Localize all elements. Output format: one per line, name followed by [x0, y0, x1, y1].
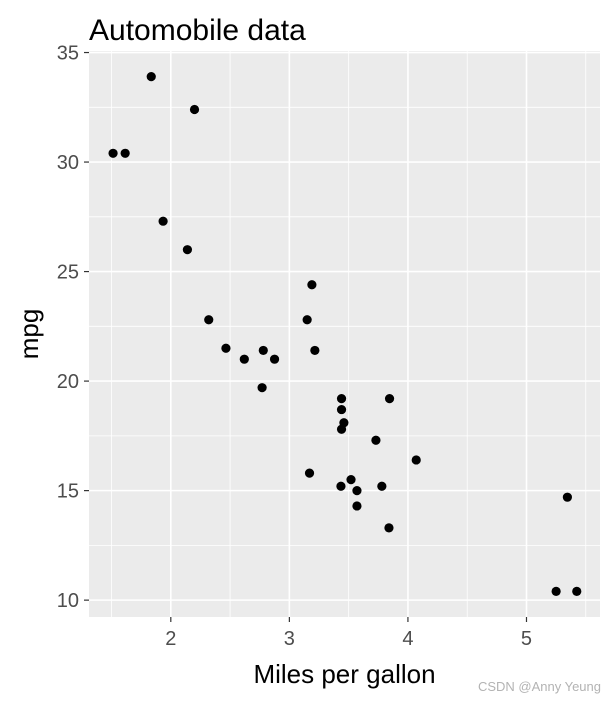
data-point [336, 424, 347, 434]
data-point [310, 345, 320, 356]
data-point [108, 148, 118, 158]
y-tick-label: 25 [57, 262, 79, 284]
x-tick-label: 3 [284, 628, 295, 650]
data-point [384, 394, 395, 404]
chart-title: Automobile data [89, 14, 306, 47]
data-point [269, 354, 280, 364]
data-point [411, 455, 421, 465]
y-axis: 10 15 20 25 30 35 [57, 43, 89, 612]
panel-background [89, 51, 600, 617]
y-tick-label: 30 [57, 152, 79, 174]
data-point [336, 404, 347, 415]
data-point [182, 245, 193, 255]
y-tick-label: 10 [57, 590, 79, 612]
y-tick-label: 20 [57, 371, 79, 393]
watermark: CSDN @Anny Yeung [478, 679, 601, 694]
data-point [307, 280, 317, 290]
data-point [158, 216, 168, 226]
x-tick-label: 2 [165, 628, 176, 650]
data-point [189, 104, 200, 115]
data-point [336, 394, 347, 404]
data-point [551, 586, 561, 596]
data-point [221, 343, 231, 353]
data-point [302, 315, 312, 325]
data-point [258, 345, 268, 356]
data-point [352, 486, 362, 496]
y-tick-label: 15 [57, 481, 79, 503]
data-point [204, 315, 214, 325]
major-gridlines [89, 51, 600, 617]
data-point [377, 481, 387, 491]
data-point [371, 435, 381, 445]
data-point [352, 501, 362, 511]
data-point [146, 72, 156, 82]
data-point [304, 468, 315, 478]
x-tick-label: 4 [402, 628, 413, 650]
minor-gridlines [89, 51, 600, 617]
x-tick-label: 5 [521, 628, 532, 650]
x-axis: 2 3 4 5 [165, 617, 532, 650]
data-point [572, 586, 582, 596]
x-axis-title: Miles per gallon [253, 659, 435, 689]
data-points [108, 72, 582, 596]
data-point [384, 523, 394, 533]
data-point [239, 354, 249, 364]
data-point [336, 481, 346, 491]
data-point [346, 475, 356, 485]
data-point [257, 383, 267, 393]
data-point [562, 492, 572, 502]
data-point [120, 148, 130, 158]
y-axis-title: mpg [14, 309, 44, 360]
y-tick-label: 35 [57, 43, 79, 65]
